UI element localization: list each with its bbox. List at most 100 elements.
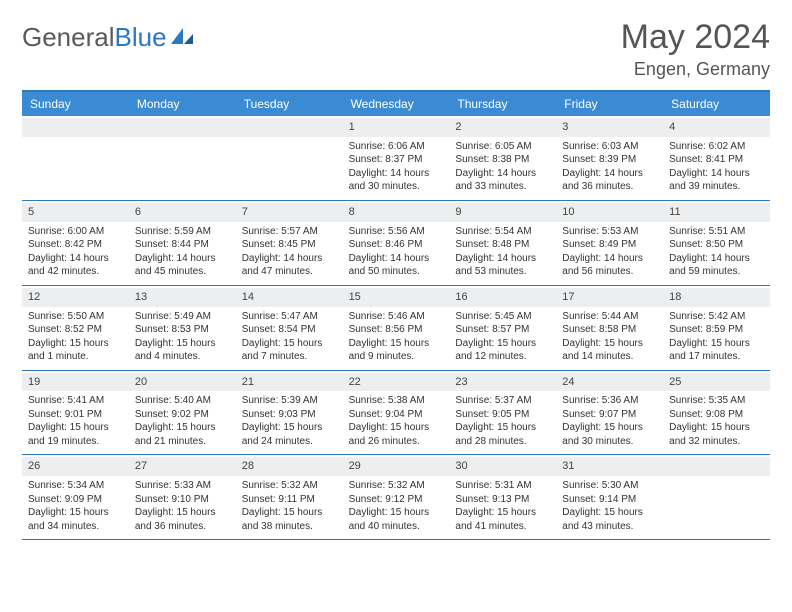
- sunrise-text: Sunrise: 5:59 AM: [135, 225, 230, 239]
- sunset-text: Sunset: 8:52 PM: [28, 323, 123, 337]
- calendar-day-cell: 9Sunrise: 5:54 AMSunset: 8:48 PMDaylight…: [449, 201, 556, 285]
- sunset-text: Sunset: 8:59 PM: [669, 323, 764, 337]
- sunrise-text: Sunrise: 5:53 AM: [562, 225, 657, 239]
- day-number: 8: [343, 203, 450, 222]
- daylight-text: Daylight: 15 hours and 41 minutes.: [455, 506, 550, 533]
- day-number: 17: [556, 288, 663, 307]
- calendar-day-cell: 19Sunrise: 5:41 AMSunset: 9:01 PMDayligh…: [22, 371, 129, 455]
- calendar-day-cell: 8Sunrise: 5:56 AMSunset: 8:46 PMDaylight…: [343, 201, 450, 285]
- calendar-day-cell: 5Sunrise: 6:00 AMSunset: 8:42 PMDaylight…: [22, 201, 129, 285]
- daylight-text: Daylight: 15 hours and 17 minutes.: [669, 337, 764, 364]
- sunset-text: Sunset: 9:02 PM: [135, 408, 230, 422]
- daylight-text: Daylight: 15 hours and 36 minutes.: [135, 506, 230, 533]
- weekday-header: Friday: [556, 92, 663, 116]
- sunset-text: Sunset: 9:01 PM: [28, 408, 123, 422]
- day-number: [129, 118, 236, 137]
- sunset-text: Sunset: 8:37 PM: [349, 153, 444, 167]
- calendar-day-cell: 18Sunrise: 5:42 AMSunset: 8:59 PMDayligh…: [663, 286, 770, 370]
- sunset-text: Sunset: 9:03 PM: [242, 408, 337, 422]
- day-number: 2: [449, 118, 556, 137]
- sunrise-text: Sunrise: 5:57 AM: [242, 225, 337, 239]
- sunrise-text: Sunrise: 5:51 AM: [669, 225, 764, 239]
- calendar-day-cell: 23Sunrise: 5:37 AMSunset: 9:05 PMDayligh…: [449, 371, 556, 455]
- day-number: 14: [236, 288, 343, 307]
- sunrise-text: Sunrise: 5:49 AM: [135, 310, 230, 324]
- calendar-day-cell: 29Sunrise: 5:32 AMSunset: 9:12 PMDayligh…: [343, 455, 450, 539]
- weeks-container: 1Sunrise: 6:06 AMSunset: 8:37 PMDaylight…: [22, 116, 770, 540]
- sunrise-text: Sunrise: 5:35 AM: [669, 394, 764, 408]
- sunset-text: Sunset: 8:45 PM: [242, 238, 337, 252]
- weekday-header: Monday: [129, 92, 236, 116]
- sunset-text: Sunset: 9:07 PM: [562, 408, 657, 422]
- sunrise-text: Sunrise: 5:34 AM: [28, 479, 123, 493]
- sunrise-text: Sunrise: 5:38 AM: [349, 394, 444, 408]
- sail-icon: [169, 22, 195, 53]
- sunrise-text: Sunrise: 5:32 AM: [242, 479, 337, 493]
- calendar-day-cell: 7Sunrise: 5:57 AMSunset: 8:45 PMDaylight…: [236, 201, 343, 285]
- sunrise-text: Sunrise: 5:40 AM: [135, 394, 230, 408]
- sunset-text: Sunset: 9:11 PM: [242, 493, 337, 507]
- sunrise-text: Sunrise: 5:31 AM: [455, 479, 550, 493]
- calendar-day-cell: 10Sunrise: 5:53 AMSunset: 8:49 PMDayligh…: [556, 201, 663, 285]
- sunrise-text: Sunrise: 5:45 AM: [455, 310, 550, 324]
- daylight-text: Daylight: 15 hours and 1 minute.: [28, 337, 123, 364]
- weekday-header: Tuesday: [236, 92, 343, 116]
- title-block: May 2024 Engen, Germany: [621, 18, 770, 80]
- sunrise-text: Sunrise: 5:54 AM: [455, 225, 550, 239]
- sunset-text: Sunset: 8:44 PM: [135, 238, 230, 252]
- sunrise-text: Sunrise: 5:56 AM: [349, 225, 444, 239]
- daylight-text: Daylight: 15 hours and 24 minutes.: [242, 421, 337, 448]
- daylight-text: Daylight: 15 hours and 43 minutes.: [562, 506, 657, 533]
- sunset-text: Sunset: 9:12 PM: [349, 493, 444, 507]
- sunrise-text: Sunrise: 5:32 AM: [349, 479, 444, 493]
- day-number: 3: [556, 118, 663, 137]
- brand-text-gray: General: [22, 22, 115, 53]
- sunset-text: Sunset: 9:13 PM: [455, 493, 550, 507]
- sunset-text: Sunset: 9:04 PM: [349, 408, 444, 422]
- sunset-text: Sunset: 8:42 PM: [28, 238, 123, 252]
- calendar-day-cell: 13Sunrise: 5:49 AMSunset: 8:53 PMDayligh…: [129, 286, 236, 370]
- calendar-week-row: 19 Sunrise: 5:41 AMSunset: 9:01 PM Dayligh…: [22, 371, 770, 456]
- sunrise-text: Sunrise: 5:44 AM: [562, 310, 657, 324]
- daylight-text: Daylight: 14 hours and 56 minutes.: [562, 252, 657, 279]
- day-number: 11: [663, 203, 770, 222]
- day-number: 21: [236, 373, 343, 392]
- day-number: 25: [663, 373, 770, 392]
- calendar-day-cell: 3Sunrise: 6:03 AMSunset: 8:39 PMDaylight…: [556, 116, 663, 200]
- calendar: Sunday Monday Tuesday Wednesday Thursday…: [22, 90, 770, 540]
- day-number: 23: [449, 373, 556, 392]
- calendar-week-row: 5Sunrise: 6:00 AMSunset: 8:42 PMDaylight…: [22, 201, 770, 286]
- sunset-text: Sunset: 8:49 PM: [562, 238, 657, 252]
- day-number: 19: [22, 373, 129, 392]
- sunrise-text: Sunrise: 5:42 AM: [669, 310, 764, 324]
- daylight-text: Daylight: 14 hours and 59 minutes.: [669, 252, 764, 279]
- calendar-day-cell: [236, 116, 343, 200]
- day-number: 24: [556, 373, 663, 392]
- daylight-text: Daylight: 15 hours and 4 minutes.: [135, 337, 230, 364]
- calendar-day-cell: 12Sunrise: 5:50 AMSunset: 8:52 PMDayligh…: [22, 286, 129, 370]
- daylight-text: Daylight: 15 hours and 14 minutes.: [562, 337, 657, 364]
- sunset-text: Sunset: 8:50 PM: [669, 238, 764, 252]
- sunrise-text: Sunrise: 5:36 AM: [562, 394, 657, 408]
- calendar-day-cell: 14Sunrise: 5:47 AMSunset: 8:54 PMDayligh…: [236, 286, 343, 370]
- daylight-text: Daylight: 14 hours and 42 minutes.: [28, 252, 123, 279]
- calendar-day-cell: 31Sunrise: 5:30 AMSunset: 9:14 PMDayligh…: [556, 455, 663, 539]
- sunrise-text: Sunrise: 6:00 AM: [28, 225, 123, 239]
- daylight-text: Daylight: 14 hours and 50 minutes.: [349, 252, 444, 279]
- day-number: 22: [343, 373, 450, 392]
- sunset-text: Sunset: 8:54 PM: [242, 323, 337, 337]
- day-number: 4: [663, 118, 770, 137]
- daylight-text: Daylight: 15 hours and 38 minutes.: [242, 506, 337, 533]
- sunset-text: Sunset: 8:38 PM: [455, 153, 550, 167]
- day-number: 26: [22, 457, 129, 476]
- calendar-day-cell: 26Sunrise: 5:34 AMSunset: 9:09 PMDayligh…: [22, 455, 129, 539]
- sunrise-text: Sunrise: 5:30 AM: [562, 479, 657, 493]
- day-number: 9: [449, 203, 556, 222]
- sunrise-text: Sunrise: 5:46 AM: [349, 310, 444, 324]
- sunrise-text: Sunrise: 5:41 AM: [28, 394, 123, 408]
- calendar-week-row: 12Sunrise: 5:50 AMSunset: 8:52 PMDayligh…: [22, 286, 770, 371]
- daylight-text: Daylight: 15 hours and 21 minutes.: [135, 421, 230, 448]
- day-number: 31: [556, 457, 663, 476]
- sunset-text: Sunset: 9:08 PM: [669, 408, 764, 422]
- calendar-day-cell: 28Sunrise: 5:32 AMSunset: 9:11 PMDayligh…: [236, 455, 343, 539]
